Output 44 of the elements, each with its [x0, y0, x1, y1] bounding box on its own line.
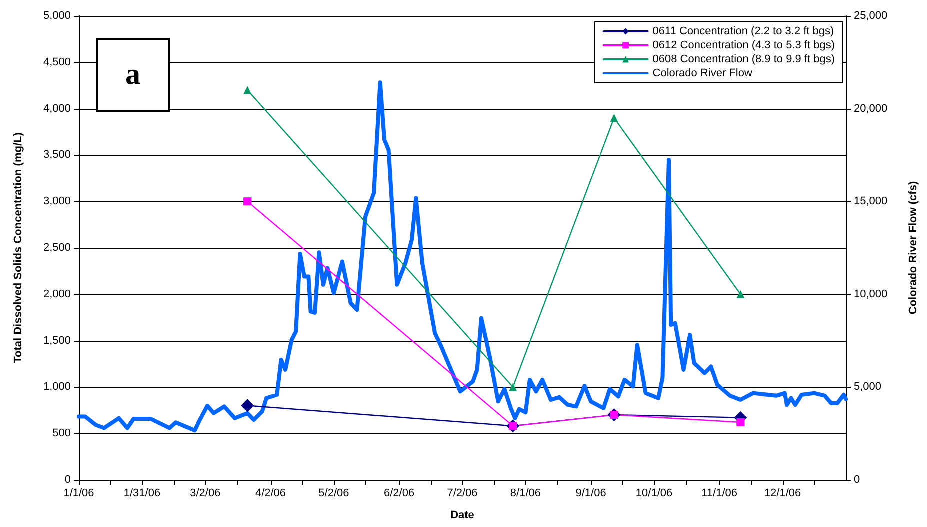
x-tick-label: 5/2/06	[318, 488, 350, 500]
y2-tick-label: 5,000	[854, 381, 882, 394]
legend-label: 0608 Concentration (8.9 to 9.9 ft bgs)	[652, 54, 836, 66]
point	[736, 418, 745, 426]
x-tick-label: 1/31/06	[124, 488, 161, 500]
y-tick-label: 4,500	[43, 56, 71, 68]
x-tick-label: 6/2/06	[384, 488, 415, 500]
x-tick-label: 10/1/06	[636, 488, 673, 500]
legend-label: 0612 Concentration (4.3 to 5.3 ft bgs)	[652, 40, 836, 52]
y-tick-label: 0	[64, 474, 71, 486]
point	[241, 399, 254, 412]
x-tick-label: 11/1/06	[702, 488, 738, 500]
point	[736, 290, 745, 298]
x-tick-label: 8/1/06	[510, 488, 542, 500]
x-tick-label: 12/1/06	[764, 488, 802, 500]
point	[509, 383, 518, 392]
y2-axis-title: Colorado River Flow (cfs)	[908, 181, 920, 315]
y-tick-label: 1,500	[43, 334, 71, 347]
y2-tick-label: 15,000	[854, 196, 888, 208]
y2-tick-label: 20,000	[854, 102, 888, 115]
y2-tick-label: 10,000	[854, 288, 888, 300]
legend-label: Colorado River Flow	[652, 68, 752, 80]
y-tick-label: 5,000	[43, 10, 71, 22]
y-tick-label: 4,000	[43, 102, 71, 115]
x-tick-label: 9/1/06	[576, 488, 606, 500]
point	[244, 86, 252, 94]
y-tick-label: 3,500	[43, 149, 71, 162]
y-tick-label: 3,000	[43, 196, 71, 208]
y-axis-title: Total Dissolved Solids Concentration (mg/L)	[12, 132, 24, 364]
point	[610, 114, 618, 122]
annotation: a	[96, 38, 170, 112]
y-tick-label: 2,500	[43, 242, 71, 254]
y-tick-label: 500	[52, 428, 71, 440]
y2-tick-label: 25,000	[854, 10, 888, 22]
x-tick-label: 1/1/06	[64, 488, 94, 500]
point	[244, 198, 252, 206]
x-axis-title: Date	[450, 510, 474, 522]
y-tick-label: 1,000	[43, 381, 71, 394]
x-tick-label: 4/2/06	[255, 488, 286, 500]
y-tick-label: 2,000	[43, 288, 71, 300]
y2-tick-label: 0	[854, 474, 860, 486]
legend-label: 0611 Concentration (2.2 to 3.2 ft bgs)	[652, 26, 834, 38]
x-tick-label: 7/2/06	[447, 488, 478, 500]
x-tick-label: 3/2/06	[190, 488, 221, 500]
